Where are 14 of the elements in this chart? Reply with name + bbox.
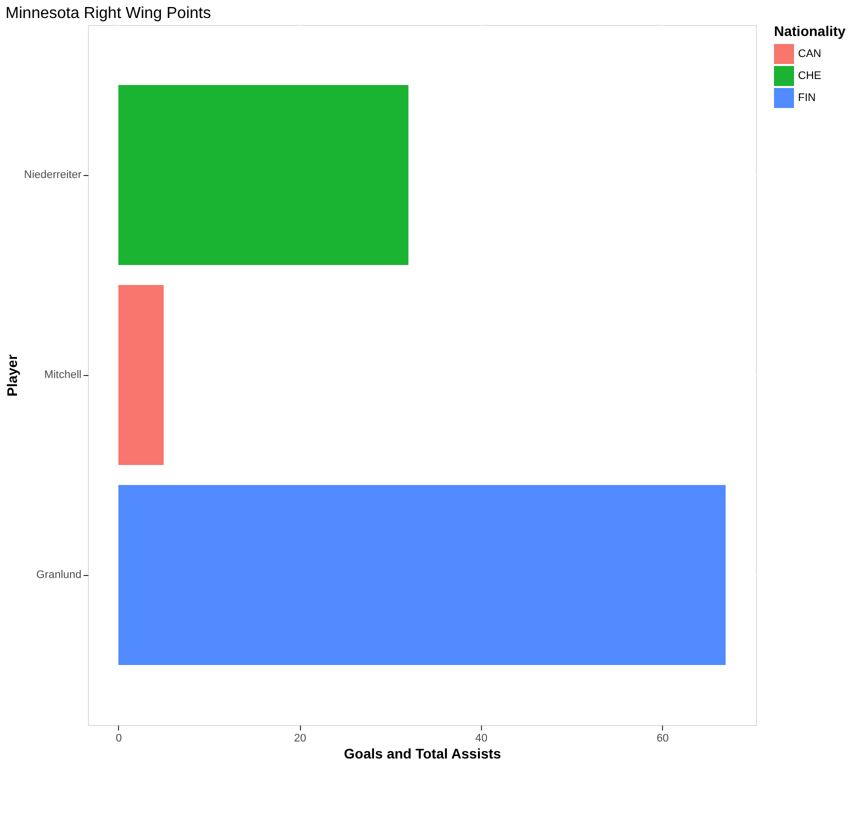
x-tick-label: 20 — [294, 732, 306, 744]
x-tick-label: 60 — [656, 732, 669, 744]
x-tick-label: 40 — [475, 732, 488, 744]
y-tick-label: Mitchell — [44, 369, 82, 381]
x-tick-label: 0 — [116, 732, 122, 744]
legend-title: Nationality — [774, 23, 846, 39]
legend-label: FIN — [798, 92, 816, 104]
y-tick-label: Niederreiter — [24, 169, 82, 181]
y-tick-label: Granlund — [36, 569, 82, 581]
x-axis-title: Goals and Total Assists — [344, 746, 502, 762]
legend-label: CHE — [798, 70, 822, 82]
legend-label: CAN — [798, 48, 822, 60]
chart-title: Minnesota Right Wing Points — [6, 5, 211, 22]
y-axis-title: Player — [4, 354, 20, 397]
